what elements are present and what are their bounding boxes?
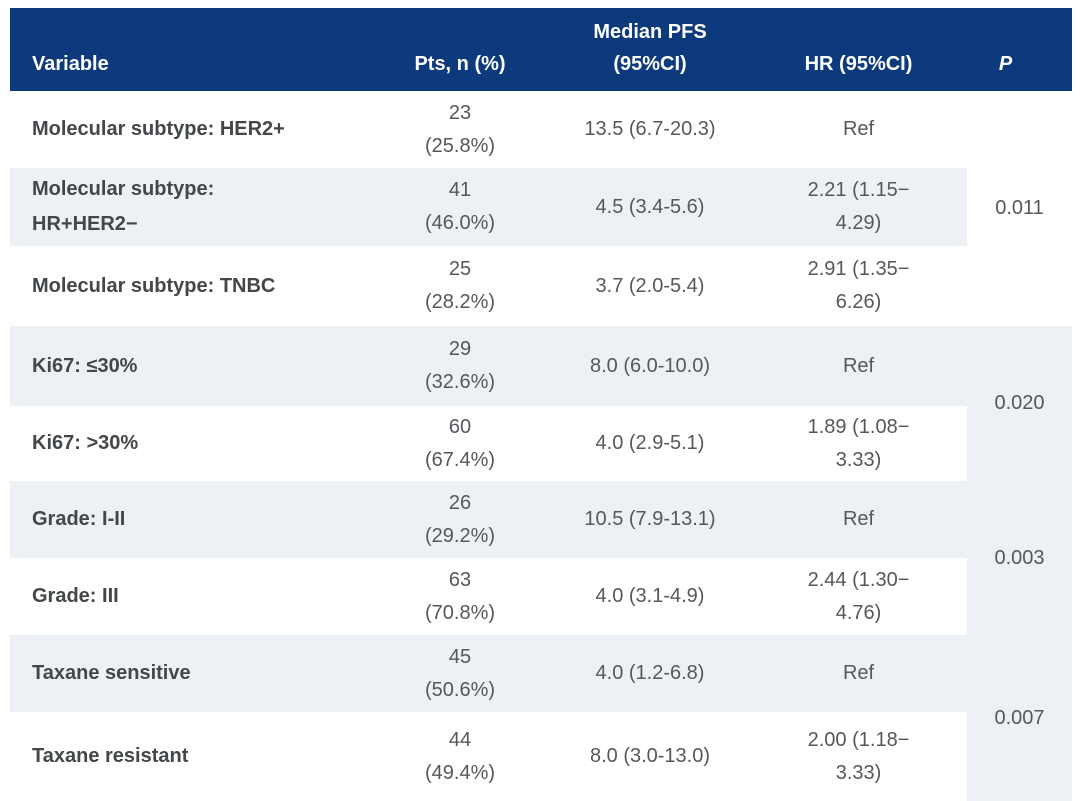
cell-pfs: 8.0 (6.0-10.0)	[550, 326, 750, 406]
table-row: Taxane resistant 44 (49.4%) 8.0 (3.0-13.…	[10, 712, 1072, 801]
column-header-p: P	[967, 8, 1072, 91]
cell-variable: Ki67: ≤30%	[10, 326, 370, 406]
cell-hr: 2.91 (1.35− 6.26)	[807, 258, 910, 313]
table-row: Ki67: ≤30% 29 (32.6%) 8.0 (6.0-10.0) Ref…	[10, 326, 1072, 481]
cell-hr: Ref	[750, 326, 967, 406]
cell-pts: 29 (32.6%)	[370, 326, 550, 406]
cell-p-value: 0.007	[967, 635, 1072, 801]
cell-hr: 1.89 (1.08− 3.33)	[807, 415, 910, 471]
cell-variable: Grade: III	[32, 585, 119, 607]
table-row: Grade: I-II 26 (29.2%) 10.5 (7.9-13.1) R…	[10, 481, 1072, 635]
cell-pts: 44 (49.4%)	[424, 728, 496, 784]
table-row: Molecular subtype: HR+HER2− 41 (46.0%) 4…	[10, 168, 1072, 246]
column-header-pts: Pts, n (%)	[370, 8, 550, 91]
cell-pfs: 4.0 (2.9-5.1)	[595, 432, 705, 454]
cell-pts: 41 (46.0%)	[370, 168, 550, 246]
pfs-analysis-table: Variable Pts, n (%) Median PFS (95%CI) H…	[10, 8, 1072, 801]
cell-hr: Ref	[750, 481, 967, 558]
cell-pts: 45 (50.6%)	[370, 635, 550, 712]
cell-p-value: 0.020	[967, 326, 1072, 481]
cell-pts: 60 (67.4%)	[424, 415, 496, 471]
table-row: Molecular subtype: HER2+ 23 (25.8%) 13.5…	[10, 91, 1072, 220]
cell-variable: Ki67: >30%	[32, 432, 139, 454]
cell-pfs: 8.0 (3.0-13.0)	[589, 745, 711, 767]
cell-variable: Taxane sensitive	[10, 635, 370, 712]
cell-hr: Ref	[842, 118, 875, 140]
header-row: Variable Pts, n (%) Median PFS (95%CI) H…	[10, 8, 1072, 91]
cell-variable: Molecular subtype: HER2+	[32, 118, 285, 140]
cell-variable: Taxane resistant	[32, 745, 189, 767]
cell-pfs: 13.5 (6.7-20.3)	[584, 118, 716, 140]
cell-pts: 23 (25.8%)	[424, 101, 496, 157]
cell-pfs: 10.5 (7.9-13.1)	[550, 481, 750, 558]
cell-pfs: 4.5 (3.4-5.6)	[550, 168, 750, 246]
cell-variable: Molecular subtype: HR+HER2−	[10, 168, 370, 246]
cell-hr: 2.44 (1.30− 4.76)	[807, 568, 910, 624]
table-row: Ki67: >30% 60 (67.4%) 4.0 (2.9-5.1) 1.89…	[10, 406, 1072, 481]
table-row: Molecular subtype: TNBC 25 (28.2%) 3.7 (…	[10, 246, 1072, 326]
cell-pfs: 4.0 (1.2-6.8)	[550, 635, 750, 712]
cell-hr: 2.21 (1.15− 4.29)	[750, 168, 967, 246]
cell-pts: 25 (28.2%)	[424, 258, 496, 313]
cell-hr: 2.00 (1.18− 3.33)	[807, 728, 910, 784]
cell-p-value: 0.011	[995, 197, 1044, 219]
cell-pfs: 3.7 (2.0-5.4)	[595, 274, 705, 297]
column-header-hr: HR (95%CI)	[750, 8, 967, 91]
cell-pts: 26 (29.2%)	[370, 481, 550, 558]
cell-pts: 63 (70.8%)	[424, 568, 496, 624]
cell-variable: Grade: I-II	[10, 481, 370, 558]
cell-variable: Molecular subtype: TNBC	[32, 274, 276, 297]
cell-hr: Ref	[750, 635, 967, 712]
column-header-pfs: Median PFS (95%CI)	[550, 8, 750, 91]
cell-p-value: 0.003	[967, 481, 1072, 635]
cell-pfs: 4.0 (3.1-4.9)	[595, 585, 705, 607]
table-row: Grade: III 63 (70.8%) 4.0 (3.1-4.9) 2.44…	[10, 558, 1072, 635]
table-row: Taxane sensitive 45 (50.6%) 4.0 (1.2-6.8…	[10, 635, 1072, 801]
column-header-variable: Variable	[10, 8, 370, 91]
